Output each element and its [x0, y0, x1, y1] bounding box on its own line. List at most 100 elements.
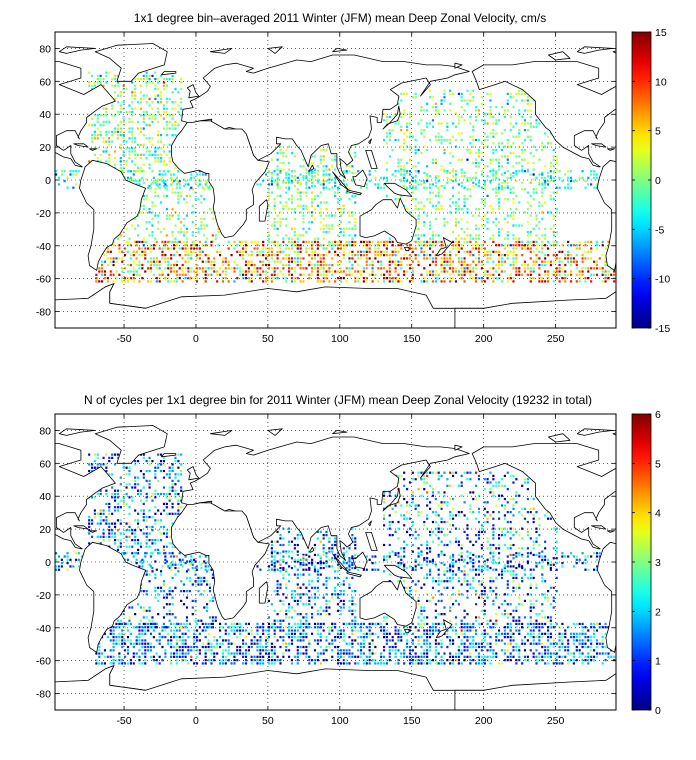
- data-cell: [509, 122, 512, 125]
- data-cell: [162, 150, 166, 153]
- data-cell: [288, 270, 291, 273]
- data-cell: [194, 211, 197, 214]
- data-cell: [308, 247, 311, 250]
- data-cell: [322, 260, 325, 263]
- data-cell: [165, 492, 168, 496]
- data-cell: [316, 237, 319, 240]
- y-tick-label: 0: [45, 175, 51, 187]
- data-cell: [342, 553, 345, 557]
- data-cell: [434, 563, 437, 566]
- data-cell: [489, 106, 492, 109]
- data-cell: [362, 250, 365, 253]
- data-cell: [429, 270, 432, 273]
- data-cell: [587, 267, 590, 270]
- data-cell: [521, 92, 524, 96]
- data-cell: [203, 560, 206, 563]
- data-cell: [423, 583, 426, 586]
- data-cell: [302, 191, 305, 194]
- data-cell: [446, 263, 449, 267]
- data-cell: [137, 476, 140, 479]
- data-cell: [180, 191, 183, 194]
- data-cell: [486, 112, 489, 115]
- data-cell: [112, 280, 115, 283]
- data-cell: [406, 501, 409, 504]
- data-cell: [124, 280, 127, 283]
- data-cell: [270, 566, 273, 570]
- data-cell: [443, 563, 446, 566]
- data-cell: [93, 516, 96, 519]
- data-cell: [211, 211, 214, 214]
- data-cell: [168, 150, 171, 153]
- data-cell: [443, 471, 446, 474]
- data-cell: [157, 153, 160, 156]
- data-cell: [316, 596, 319, 599]
- data-cell: [185, 616, 189, 619]
- data-cell: [423, 616, 426, 619]
- data-cell: [99, 153, 102, 156]
- data-cell: [313, 566, 317, 570]
- data-cell: [197, 580, 200, 583]
- data-cell: [578, 247, 581, 250]
- data-cell: [357, 270, 360, 273]
- data-cell: [400, 145, 403, 148]
- data-cell: [299, 596, 302, 599]
- data-cell: [420, 183, 423, 186]
- data-cell: [440, 267, 443, 270]
- data-cell: [151, 170, 154, 173]
- data-cell: [148, 124, 151, 127]
- data-cell: [175, 270, 178, 273]
- data-cell: [443, 250, 446, 253]
- data-cell: [466, 89, 469, 92]
- data-cell: [512, 125, 515, 128]
- data-cell: [570, 257, 573, 260]
- data-cell: [168, 590, 171, 593]
- data-cell: [267, 211, 271, 214]
- data-cell: [316, 270, 319, 273]
- data-cell: [188, 622, 191, 626]
- data-cell: [206, 583, 209, 586]
- data-cell: [305, 613, 308, 616]
- data-cell: [354, 152, 357, 155]
- data-cell: [319, 158, 322, 161]
- data-cell: [121, 170, 124, 173]
- data-cell: [446, 504, 449, 507]
- data-cell: [279, 186, 282, 189]
- colorbar-tick-label: 5: [655, 126, 661, 138]
- data-cell: [506, 237, 509, 240]
- data-cell: [210, 260, 213, 263]
- data-cell: [108, 539, 111, 542]
- data-cell: [564, 263, 567, 267]
- data-cell: [293, 280, 296, 283]
- data-cell: [319, 155, 322, 158]
- data-cell: [276, 530, 279, 534]
- data-cell: [492, 237, 495, 240]
- data-cell: [96, 74, 99, 78]
- data-cell: [119, 120, 122, 124]
- data-cell: [293, 178, 296, 181]
- data-cell: [102, 107, 105, 110]
- data-cell: [256, 250, 259, 253]
- data-cell: [440, 208, 443, 211]
- data-cell: [142, 516, 145, 519]
- data-cell: [214, 616, 217, 619]
- data-cell: [313, 543, 317, 547]
- data-cell: [144, 240, 147, 244]
- data-cell: [160, 114, 163, 117]
- data-cell: [526, 109, 529, 112]
- data-cell: [103, 270, 107, 273]
- data-cell: [325, 186, 328, 189]
- data-cell: [311, 201, 314, 204]
- data-cell: [492, 211, 495, 214]
- data-cell: [180, 560, 183, 563]
- data-cell: [380, 254, 383, 257]
- data-cell: [160, 97, 163, 101]
- data-cell: [598, 267, 601, 270]
- data-cell: [171, 590, 174, 593]
- data-cell: [96, 137, 99, 140]
- data-cell: [584, 257, 587, 260]
- data-cell: [91, 469, 94, 473]
- data-cell: [148, 460, 151, 463]
- data-cell: [509, 92, 512, 96]
- data-cell: [587, 240, 590, 244]
- data-cell: [475, 158, 478, 161]
